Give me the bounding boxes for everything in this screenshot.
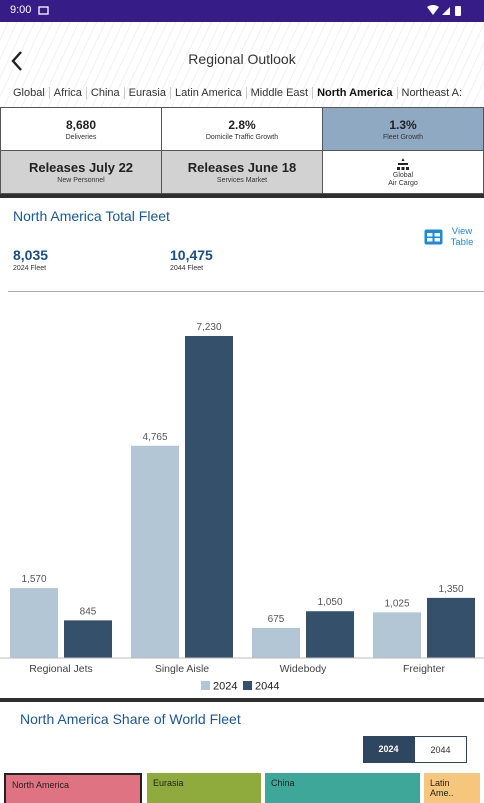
x-tick-label: Widebody [280,663,327,675]
bar [373,612,421,658]
bar [306,611,354,658]
link-text[interactable]: Table [450,237,474,248]
page-title: Regional Outlook [188,51,296,67]
region-tile[interactable]: North America [4,773,142,803]
header: Regional Outlook [0,22,484,108]
region-tabs: Global Africa China Eurasia Latin America Mid… [13,84,467,102]
region-tab[interactable]: Middle East [245,87,312,99]
card-value: Releases July 22 [28,160,134,175]
x-tick-label: Single Aisle [155,663,209,675]
fleet-chart: 1,570 845 Regional Jets 4,765 7,230 Single Ai… [0,322,484,693]
legend-label: 2044 [255,681,279,693]
metric-card[interactable]: Releases June 18 Services Market [161,150,323,194]
region-tile[interactable]: Latin Ame.. [424,773,480,803]
data-label: 4,765 [142,432,167,443]
card-label: Global [392,172,414,179]
metric-card[interactable]: 2.8% Domicile Traffic Growth [161,107,323,151]
metric-cards: 8,680 Deliveries 2.8% Domicile Traffic Grow… [0,107,484,194]
region-tile[interactable]: Eurasia [147,773,261,803]
divider [0,698,484,702]
data-label: 1,570 [21,574,46,585]
bar [185,336,233,658]
stat-label: 2024 Fleet [13,265,47,272]
x-tick-label: Regional Jets [29,663,93,675]
bar [427,597,475,658]
legend-swatch [243,681,252,690]
region-tab[interactable]: Global [13,87,45,99]
card-label: Fleet Growth [382,133,424,141]
card-label: Domicile Traffic Growth [205,133,279,141]
region-tab[interactable]: Africa [48,87,86,99]
stat-label: 2044 Fleet [170,265,204,272]
link-text[interactable]: View [451,226,473,237]
region-tile[interactable]: China [265,773,420,803]
card-label: Services Market [216,177,268,184]
divider [8,291,484,292]
region-tab[interactable]: Northeast A: [396,87,467,99]
fleet-section: North America Total Fleet View Table 1,5… [0,198,484,698]
table-icon[interactable] [424,229,443,245]
data-label: 845 [80,606,97,617]
x-tick-label: Freighter [403,663,446,675]
card-value: Releases June 18 [187,160,297,175]
data-label: 1,025 [384,598,409,609]
metric-card[interactable]: Releases July 22 New Personnel [0,150,162,194]
legend-swatch [201,681,210,690]
stat-value: 8,035 [13,247,49,263]
metric-card[interactable]: 1.3% Fleet Growth [322,107,484,151]
region-tab[interactable]: China [85,87,124,99]
status-bar: 9:00 [0,0,484,22]
card-label: New Personnel [57,177,105,184]
card-value: 1.3% [389,117,417,132]
stat-value: 10,475 [170,247,213,263]
metric-card[interactable]: Global Air Cargo [322,150,484,194]
bar [10,588,58,658]
card-value: 8,680 [65,117,97,132]
card-label: Deliveries [65,133,97,141]
region-tab[interactable]: Eurasia [123,87,170,99]
section-title: North America Total Fleet [13,208,170,224]
year-toggle[interactable]: 2044 [414,736,467,763]
section-title: North America Share of World Fleet [20,711,241,727]
divider [0,194,484,198]
cargo-icon [397,158,409,170]
view-table-link[interactable]: View Table [446,226,478,248]
region-tab[interactable]: North America [312,87,396,99]
data-label: 1,050 [317,597,342,608]
card-value: 2.8% [228,117,256,132]
data-label: 7,230 [196,322,221,333]
bar [252,627,300,658]
back-button[interactable] [10,50,26,72]
bar [131,445,179,658]
data-label: 1,350 [438,584,463,595]
metric-card[interactable]: 8,680 Deliveries [0,107,162,151]
card-label: Air Cargo [388,180,418,187]
system-icons [427,5,461,16]
notification-icon [38,6,49,15]
bar [64,620,112,658]
region-tab[interactable]: Latin America [169,87,246,99]
year-toggle[interactable]: 2024 [363,736,414,763]
clock: 9:00 [10,4,32,16]
legend-label: 2024 [213,681,237,693]
data-label: 675 [268,614,285,625]
share-section: North America Share of World Fleet 2024 2… [0,702,484,803]
